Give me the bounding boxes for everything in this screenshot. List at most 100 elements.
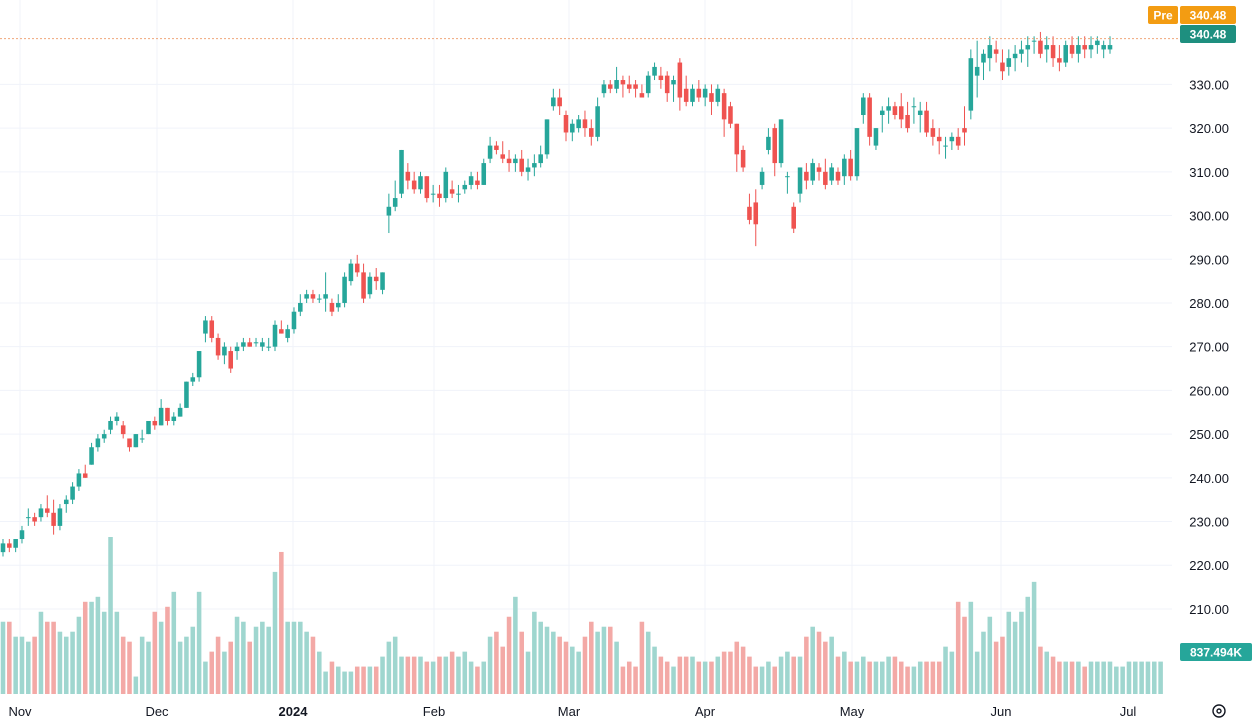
volume-bar	[525, 651, 531, 694]
candle	[411, 171, 417, 194]
volume-bar	[89, 601, 94, 694]
volume-bar	[538, 621, 543, 694]
time-tick-label: Nov	[8, 704, 32, 718]
volume-bar	[45, 621, 50, 694]
volume-bar	[19, 636, 25, 694]
candle	[272, 320, 278, 352]
volume-bar	[582, 636, 588, 694]
pre-market-value: 340.48	[1190, 9, 1227, 23]
volume-bar	[753, 666, 759, 694]
volume-bar	[449, 651, 455, 694]
candle	[76, 469, 82, 491]
settings-gear-icon[interactable]	[1212, 704, 1226, 718]
volume-bar	[139, 636, 145, 694]
candle	[215, 333, 221, 360]
volume-bar	[633, 666, 638, 694]
price-tick-label: 330.00	[1189, 77, 1229, 92]
candle	[304, 289, 309, 303]
candle	[645, 71, 651, 98]
candle	[981, 49, 986, 81]
volume-bar	[747, 656, 752, 694]
volume-bar	[1031, 581, 1037, 694]
volume-bar	[1038, 646, 1043, 694]
volume-bar	[658, 656, 664, 694]
volume-bar	[26, 641, 31, 694]
candle	[873, 128, 879, 150]
volume-bar	[601, 626, 607, 694]
candle	[291, 307, 297, 334]
candle	[468, 171, 474, 190]
volume-bar	[626, 661, 632, 694]
time-tick-label: Jul	[1120, 704, 1137, 718]
volume-bar	[411, 656, 417, 694]
candle	[190, 372, 196, 387]
candle	[974, 40, 980, 98]
volume-bar	[165, 606, 170, 694]
volume-bar	[196, 591, 202, 694]
volume-bar	[645, 631, 651, 694]
volume-bar	[1044, 651, 1050, 694]
candle	[32, 512, 37, 526]
price-axis[interactable]: 210.00 220.00 230.00 240.00 250.00 260.00 270.…	[1189, 77, 1229, 617]
volume-bar	[557, 636, 562, 694]
candle	[1000, 49, 1005, 81]
candle	[1057, 45, 1062, 72]
candle	[7, 539, 12, 553]
volume-bar	[133, 676, 139, 694]
candle	[209, 316, 215, 343]
candle	[747, 193, 752, 225]
candle	[266, 337, 271, 352]
candle	[184, 381, 189, 408]
volume-bar	[32, 636, 37, 694]
price-tick-label: 240.00	[1189, 471, 1229, 486]
candle	[563, 110, 569, 142]
candle	[823, 158, 828, 190]
volume-bar	[936, 661, 942, 694]
candle	[342, 272, 347, 308]
volume-bar	[905, 666, 910, 694]
candle	[721, 88, 727, 137]
volume-bar	[1006, 611, 1012, 694]
volume-bar	[842, 651, 847, 694]
candle	[443, 167, 449, 203]
candle	[797, 167, 803, 203]
time-axis[interactable]: Nov Dec 2024 Feb Mar Apr May Jun Jul	[8, 704, 1137, 719]
candle	[759, 167, 765, 190]
volume-bar	[494, 631, 499, 694]
volume-bar	[424, 661, 430, 694]
candle	[127, 438, 132, 452]
time-tick-label: Apr	[695, 704, 716, 718]
candle	[905, 101, 910, 133]
time-tick-label: Feb	[423, 704, 445, 718]
candle	[335, 294, 341, 312]
volume-bar	[500, 646, 506, 694]
volume-bars	[0, 537, 1163, 694]
candle	[879, 106, 885, 133]
volume-bar	[367, 666, 373, 694]
candle	[791, 202, 796, 234]
candle	[1095, 36, 1100, 54]
volume-bar	[310, 636, 316, 694]
candle	[386, 193, 392, 234]
volume-bar	[702, 661, 708, 694]
time-tick-label: Jun	[991, 704, 1012, 718]
candle	[772, 123, 778, 177]
candle	[898, 93, 904, 129]
volume-bar	[95, 596, 101, 694]
candles	[0, 31, 1113, 557]
volume-bar	[873, 661, 879, 694]
candle	[886, 97, 891, 124]
candle	[203, 316, 208, 343]
candle	[418, 171, 423, 194]
volume-bar	[614, 641, 619, 694]
candle	[551, 88, 556, 111]
candle	[481, 158, 487, 185]
candle	[361, 263, 366, 303]
candle	[513, 154, 518, 172]
volume-bar	[791, 656, 796, 694]
candle	[1076, 36, 1081, 63]
candle	[38, 504, 44, 522]
candle	[1044, 36, 1050, 63]
